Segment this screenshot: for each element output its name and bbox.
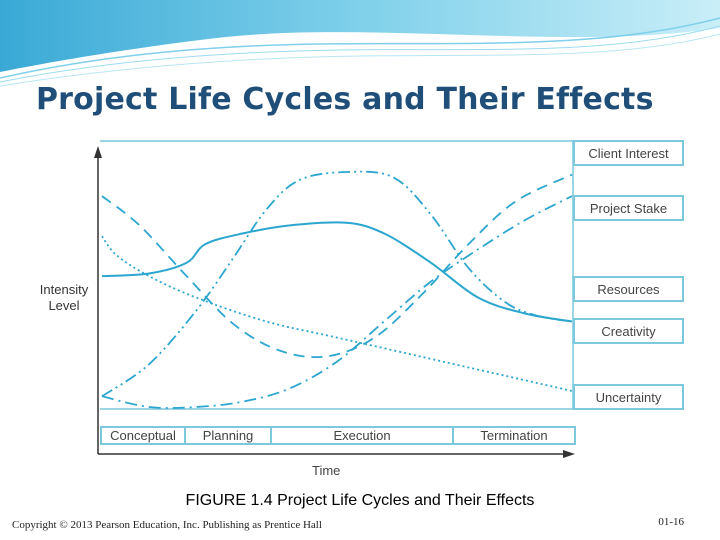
- y-axis-label-line: Intensity: [39, 282, 89, 297]
- curves: [101, 170, 573, 409]
- legend-leader-lines: [100, 140, 574, 410]
- phase-divider: [452, 428, 454, 443]
- legend-item-client-interest: Client Interest: [573, 140, 684, 166]
- legend-item-creativity: Creativity: [573, 318, 684, 344]
- legend-item-project-stake: Project Stake: [573, 195, 684, 221]
- slide-title: Project Life Cycles and Their Effects: [36, 82, 654, 117]
- slide-number: 01-16: [658, 516, 684, 528]
- legend-item-resources: Resources: [573, 276, 684, 302]
- x-axis: [98, 450, 575, 458]
- phase-termination: Termination: [480, 428, 548, 443]
- curve-project-stake: [101, 195, 573, 409]
- y-axis: [94, 146, 102, 454]
- header-swoosh: [0, 0, 720, 87]
- y-axis-label-line: Level: [48, 298, 80, 313]
- figure: Intensity Level Conceptual Planning Executi…: [30, 138, 690, 486]
- phase-bar: Conceptual Planning Execution Termination: [100, 426, 576, 445]
- life-cycle-chart: [94, 140, 575, 458]
- y-axis-label: Intensity Level: [32, 282, 96, 314]
- phase-divider: [270, 428, 272, 443]
- phase-divider: [184, 428, 186, 443]
- curve-client-interest: [101, 173, 573, 359]
- legend-item-uncertainty: Uncertainty: [573, 384, 684, 410]
- phase-execution: Execution: [333, 428, 391, 443]
- copyright-notice: Copyright © 2013 Pearson Education, Inc.…: [12, 519, 322, 531]
- curve-creativity: [101, 170, 573, 398]
- curve-resources: [101, 221, 573, 323]
- phase-conceptual: Conceptual: [110, 428, 176, 443]
- curve-uncertainty: [101, 235, 573, 392]
- x-axis-label: Time: [312, 463, 341, 478]
- figure-caption: FIGURE 1.4 Project Life Cycles and Their…: [185, 492, 535, 509]
- phase-planning: Planning: [202, 428, 254, 443]
